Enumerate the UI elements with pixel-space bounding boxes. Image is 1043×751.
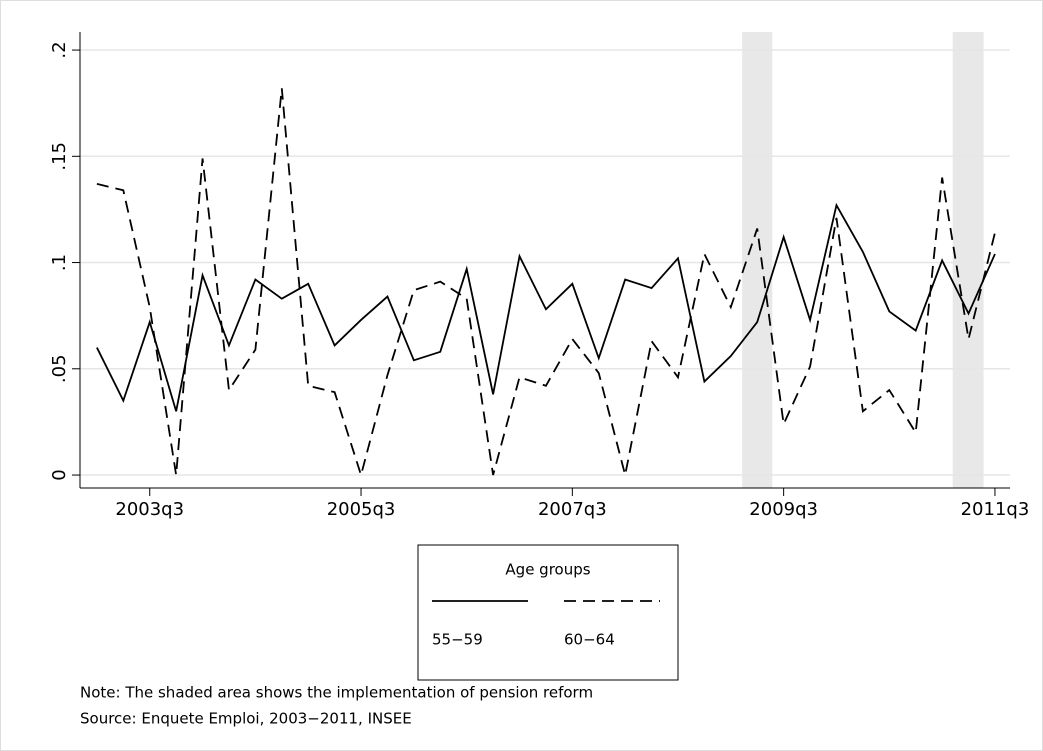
shaded-area bbox=[952, 32, 984, 488]
series-line bbox=[96, 202, 996, 412]
y-tick-label: .1 bbox=[49, 254, 70, 271]
x-tick-label: 2011q3 bbox=[961, 499, 1030, 520]
legend-box bbox=[417, 544, 679, 681]
shaded-area bbox=[742, 32, 773, 488]
y-tick-label: .05 bbox=[49, 354, 70, 383]
note: Note: The shaded area shows the implemen… bbox=[80, 684, 593, 702]
source: Source: Enquete Emploi, 2003−2011, INSEE bbox=[80, 710, 412, 728]
legend-label: 55−59 bbox=[432, 631, 483, 649]
y-tick-label: 0 bbox=[49, 469, 70, 480]
x-tick-label: 2009q3 bbox=[749, 499, 818, 520]
series-line bbox=[96, 88, 996, 479]
y-tick-label: .2 bbox=[49, 41, 70, 58]
legend-title: Age groups bbox=[505, 561, 590, 579]
x-tick-label: 2007q3 bbox=[538, 499, 607, 520]
y-tick-label: .15 bbox=[49, 142, 70, 171]
legend-label: 60−64 bbox=[564, 631, 615, 649]
x-tick-label: 2005q3 bbox=[327, 499, 396, 520]
x-tick-label: 2003q3 bbox=[115, 499, 184, 520]
